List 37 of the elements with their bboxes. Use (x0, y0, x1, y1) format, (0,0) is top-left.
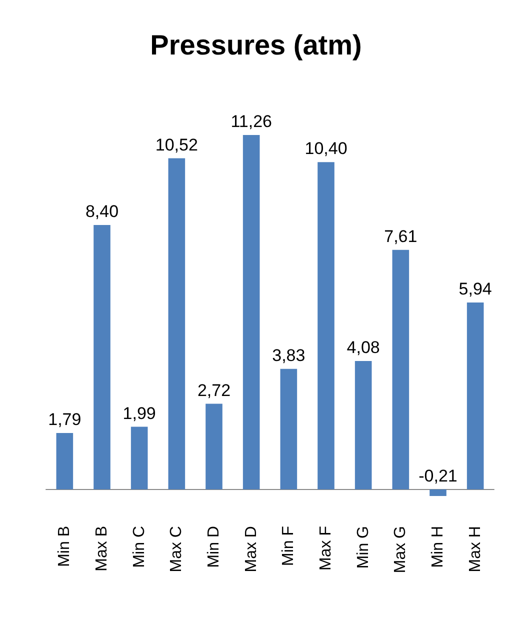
x-tick-label: Max D (242, 526, 260, 572)
bar (354, 360, 372, 490)
bar (168, 158, 186, 490)
x-tick-label: Min B (56, 526, 74, 567)
bar (392, 250, 410, 490)
data-label: -0,21 (418, 466, 458, 486)
bar (94, 225, 110, 490)
data-label: 2,72 (197, 380, 231, 400)
x-tick-label: Max G (392, 526, 410, 574)
data-label: 1,79 (48, 410, 82, 430)
bar (206, 404, 222, 490)
data-label: 7,61 (384, 226, 418, 246)
chart-title: Pressures (atm) (150, 30, 362, 60)
data-label: 4,08 (346, 338, 380, 357)
x-tick-label: Max F (318, 526, 334, 570)
bar (280, 368, 298, 490)
data-label: 8,40 (85, 202, 119, 222)
bar (130, 426, 148, 490)
x-tick-label: Min C (130, 526, 148, 568)
data-label: 11,26 (230, 112, 272, 131)
data-label: 1,99 (122, 404, 156, 423)
data-label: 5,94 (458, 279, 492, 298)
bar (466, 302, 484, 490)
data-label: 3,83 (272, 346, 306, 365)
x-tick-label: Min H (430, 526, 446, 568)
bar (430, 489, 446, 496)
x-tick-label: Max B (94, 526, 110, 572)
x-tick-label: Min D (206, 526, 222, 568)
x-tick-label: Min G (354, 526, 372, 569)
x-tick-label: Max C (168, 526, 186, 572)
bar (56, 433, 74, 490)
bar (318, 162, 334, 490)
data-label: 10,52 (155, 135, 198, 154)
data-label: 10,40 (304, 139, 348, 158)
x-tick-label: Max H (466, 526, 484, 572)
x-tick-label: Min F (280, 526, 298, 566)
bar (242, 135, 260, 490)
